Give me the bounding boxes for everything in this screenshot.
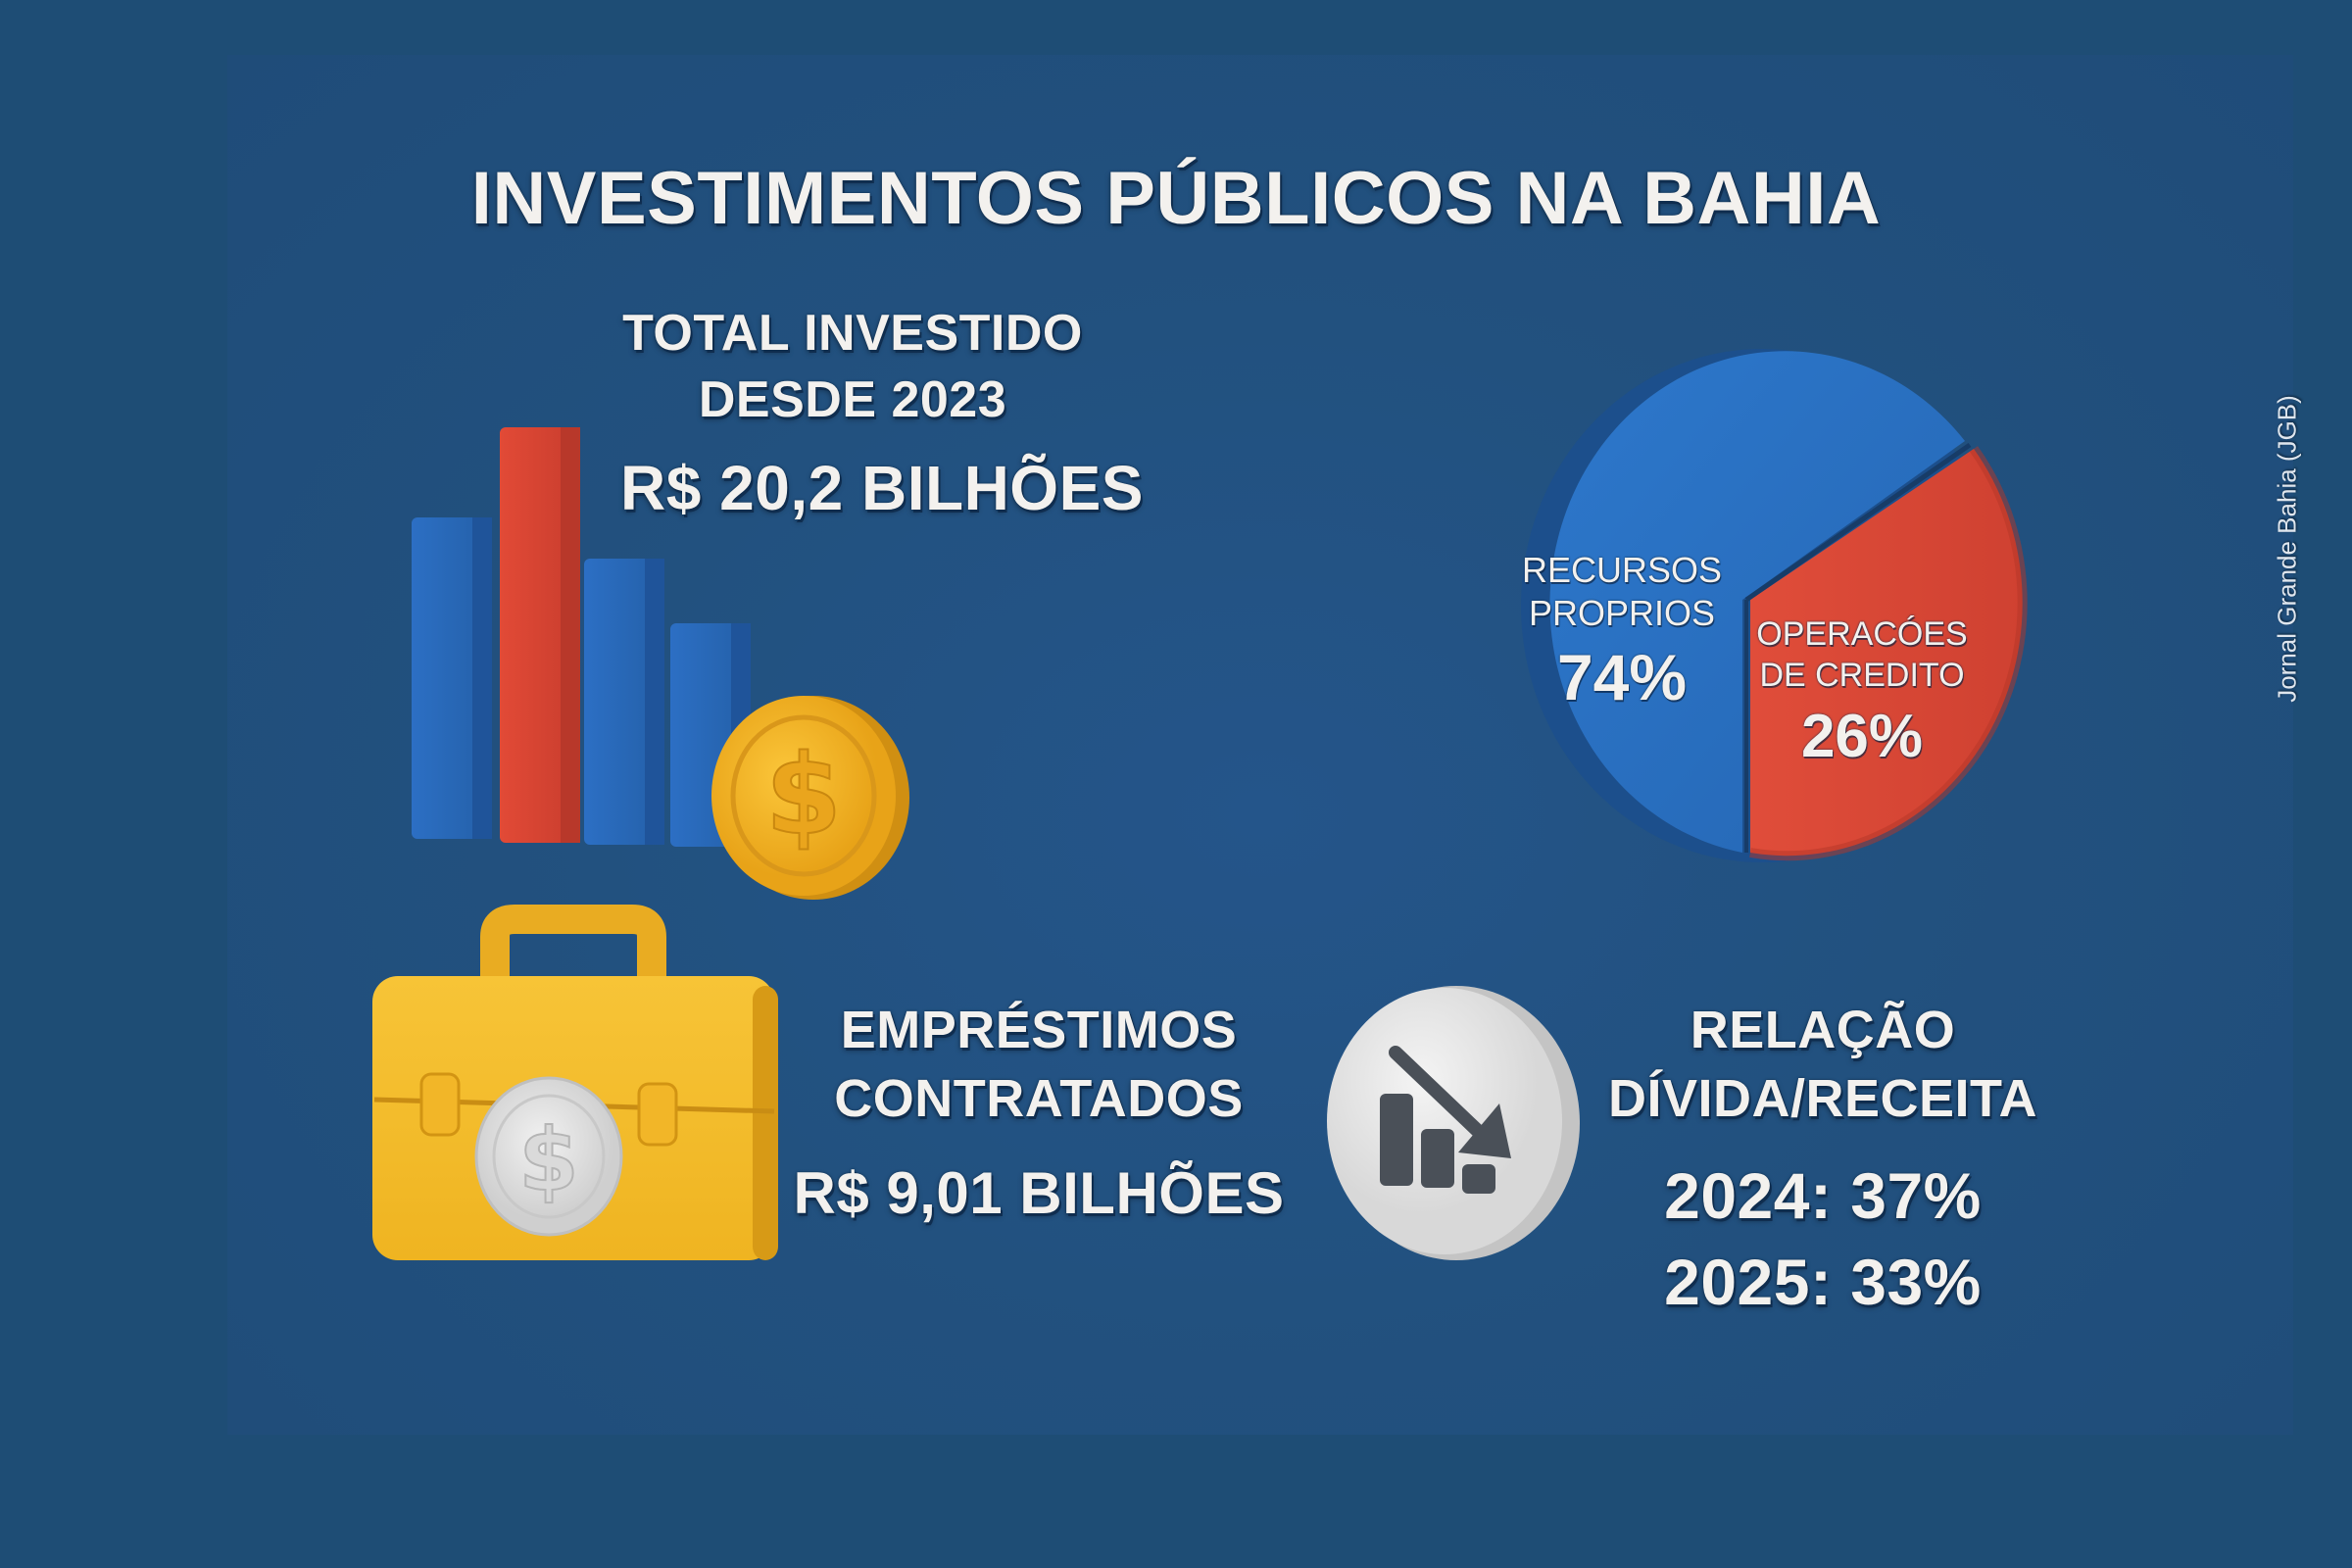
relacao-value-2025: 2025: 33% <box>1664 1246 1982 1318</box>
emprestimos-value: R$ 9,01 BILHÕES <box>793 1160 1285 1226</box>
total-label-line2: DESDE 2023 <box>698 371 1007 428</box>
pie-label-operacoes: OPERACÓES DE CREDITO 26% <box>1744 613 1980 778</box>
total-investido-label: TOTAL INVESTIDO DESDE 2023 <box>549 300 1156 433</box>
total-investido-value: R$ 20,2 BILHÕES <box>620 453 1144 523</box>
pie-label-recursos: RECURSOS PROPRIOS 74% <box>1509 549 1735 719</box>
pie-label-recursos-line2: PROPRIOS <box>1528 593 1716 633</box>
pie-chart <box>1521 349 2028 862</box>
emprestimos-label-line2: CONTRATADOS <box>834 1069 1244 1128</box>
svg-text:$: $ <box>518 1109 578 1210</box>
relacao-label-line2: DÍVIDA/RECEITA <box>1607 1069 2038 1128</box>
pie-slice-recursos-proprios <box>1549 351 1965 853</box>
bar-chart-with-coin-icon: $ <box>412 427 909 900</box>
total-label-line1: TOTAL INVESTIDO <box>622 305 1083 362</box>
source-credit: Jornal Grande Bahia (JGB) <box>2272 395 2302 703</box>
emprestimos-label: EMPRÉSTIMOS CONTRATADOS <box>784 996 1294 1133</box>
relacao-label-line1: RELAÇÃO <box>1690 1001 1956 1059</box>
page-title: INVESTIMENTOS PÚBLICOS NA BAHIA <box>470 157 1882 240</box>
emprestimos-label-line1: EMPRÉSTIMOS <box>840 1001 1238 1059</box>
relacao-value-2024: 2024: 37% <box>1664 1159 1982 1232</box>
briefcase-dollar-icon: $ <box>372 905 778 1260</box>
pie-slice-operacoes-credito <box>1750 449 2023 857</box>
chart-down-badge-icon <box>1327 986 1580 1260</box>
relacao-label: RELAÇÃO DÍVIDA/RECEITA <box>1588 996 2058 1133</box>
pie-label-recursos-line1: RECURSOS <box>1521 550 1723 590</box>
svg-text:$: $ <box>765 732 842 859</box>
pie-pct-operacoes: 26% <box>1800 703 1924 770</box>
relacao-values: 2024: 37% 2025: 33% <box>1588 1152 2058 1325</box>
pie-pct-recursos: 74% <box>1556 641 1688 713</box>
pie-label-operacoes-line2: DE CREDITO <box>1759 657 1965 694</box>
pie-label-operacoes-line1: OPERACÓES <box>1756 615 1968 653</box>
